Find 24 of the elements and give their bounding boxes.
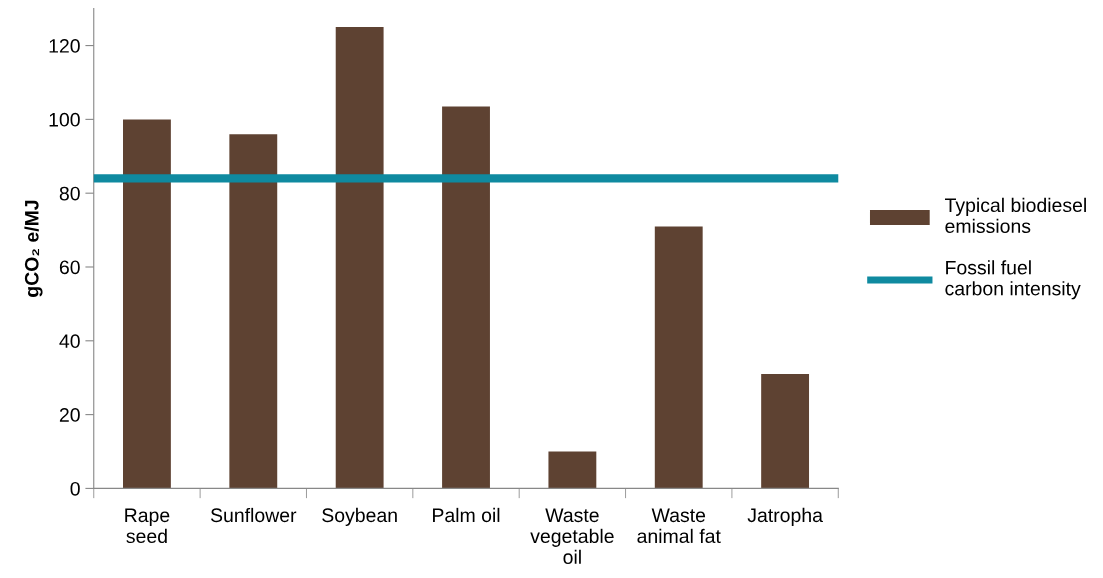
y-tick-label: 40: [59, 334, 80, 349]
bar: [548, 451, 597, 489]
x-tick-label: Palm oil: [433, 507, 500, 523]
x-tick-label: Soybean: [322, 507, 397, 526]
bar: [229, 134, 278, 489]
bar: [654, 226, 703, 489]
legend-label: Fossil fuel carbon intensity: [945, 260, 1081, 300]
y-tick-label: 60: [59, 260, 80, 275]
y-tick-label: 100: [49, 112, 80, 127]
x-tick-label: Sunflower: [210, 507, 297, 523]
y-tick-label: 120: [49, 39, 80, 53]
y-tick-label: 80: [59, 186, 80, 201]
bar: [442, 106, 490, 489]
x-tick-label: Jatropha: [747, 507, 823, 526]
y-axis-title: gCO₂ e/MJ: [24, 200, 43, 297]
x-tick-label: Rape seed: [125, 508, 170, 544]
bar: [123, 119, 171, 489]
y-tick-label: 20: [59, 408, 80, 422]
bar: [335, 27, 384, 489]
x-tick-label: Waste vegetable oil: [530, 508, 614, 565]
x-tick-label: Waste animal fat: [637, 508, 721, 544]
bar: [761, 374, 810, 489]
y-tick-label: 0: [70, 481, 80, 496]
legend-label: Typical biodiesel emissions: [945, 197, 1086, 234]
